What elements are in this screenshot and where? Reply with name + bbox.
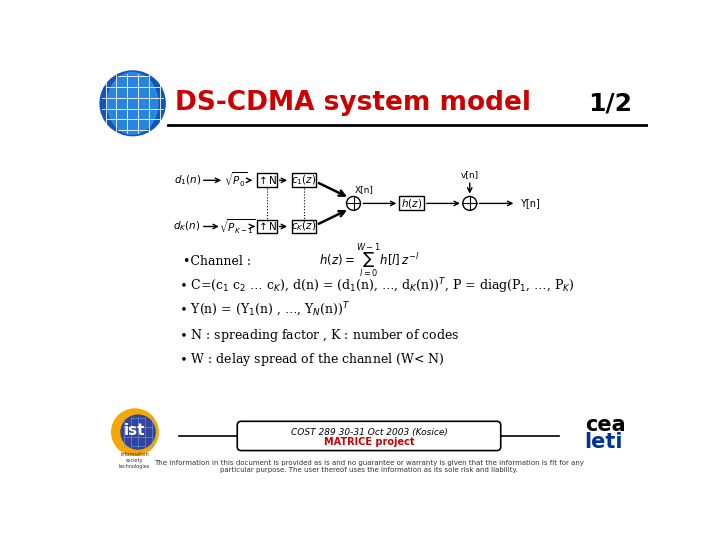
Text: X[n]: X[n] [355, 185, 374, 194]
Text: $\bullet$ W : delay spread of the channel (W< N): $\bullet$ W : delay spread of the channe… [179, 351, 445, 368]
Text: $\sqrt{P_{K-1}}$: $\sqrt{P_{K-1}}$ [219, 218, 256, 235]
Text: information
society
technologies: information society technologies [120, 452, 150, 469]
Text: leti: leti [584, 432, 622, 452]
Text: $d_1(n)$: $d_1(n)$ [174, 173, 201, 187]
Circle shape [346, 197, 361, 211]
Text: 1/2: 1/2 [588, 91, 632, 116]
Text: MATRICE project: MATRICE project [324, 437, 414, 447]
Text: $h(z) = \sum_{l=0}^{W-1} h[l]\,z^{-l}$: $h(z) = \sum_{l=0}^{W-1} h[l]\,z^{-l}$ [319, 242, 419, 280]
Text: $\bullet$ N : spreading factor , K : number of codes: $\bullet$ N : spreading factor , K : num… [179, 327, 459, 343]
Text: $\bullet$ C=(c$_1$ c$_2$ $\ldots$ c$_K$), d(n) = (d$_1$(n), $\ldots$, d$_K$(n))$: $\bullet$ C=(c$_1$ c$_2$ $\ldots$ c$_K$)… [179, 276, 575, 295]
Text: $c_1(z)$: $c_1(z)$ [292, 173, 317, 187]
Text: COST 289 30-31 Oct 2003 (Kosice): COST 289 30-31 Oct 2003 (Kosice) [291, 428, 447, 436]
FancyBboxPatch shape [238, 421, 500, 450]
Text: $h(z)$: $h(z)$ [401, 197, 422, 210]
Text: $c_K(z)$: $c_K(z)$ [291, 220, 317, 233]
FancyBboxPatch shape [256, 220, 276, 233]
Text: $\sqrt{P_0}$: $\sqrt{P_0}$ [224, 171, 248, 190]
Text: $\uparrow$N: $\uparrow$N [256, 220, 277, 233]
Circle shape [463, 197, 477, 211]
FancyBboxPatch shape [292, 220, 316, 233]
Circle shape [121, 415, 155, 449]
Text: $\bullet$ Y(n) = (Y$_1$(n) , $\ldots$, Y$_N$(n))$^T$: $\bullet$ Y(n) = (Y$_1$(n) , $\ldots$, Y… [179, 301, 351, 320]
Circle shape [100, 71, 165, 136]
Text: The information in this document is provided as is and no guarantee or warranty : The information in this document is prov… [154, 460, 584, 473]
Text: DS-CDMA system model: DS-CDMA system model [175, 90, 531, 116]
Text: cea: cea [585, 415, 626, 435]
FancyBboxPatch shape [256, 173, 276, 187]
FancyBboxPatch shape [399, 197, 424, 211]
Text: •Channel :: •Channel : [183, 255, 251, 268]
FancyBboxPatch shape [292, 173, 316, 187]
Circle shape [112, 409, 158, 455]
Ellipse shape [107, 72, 158, 134]
Text: $\uparrow$N: $\uparrow$N [256, 174, 277, 186]
Text: Y[n]: Y[n] [520, 198, 540, 208]
Text: v[n]: v[n] [461, 170, 479, 179]
Text: ist: ist [123, 423, 145, 438]
Text: $d_K(n)$: $d_K(n)$ [174, 220, 201, 233]
